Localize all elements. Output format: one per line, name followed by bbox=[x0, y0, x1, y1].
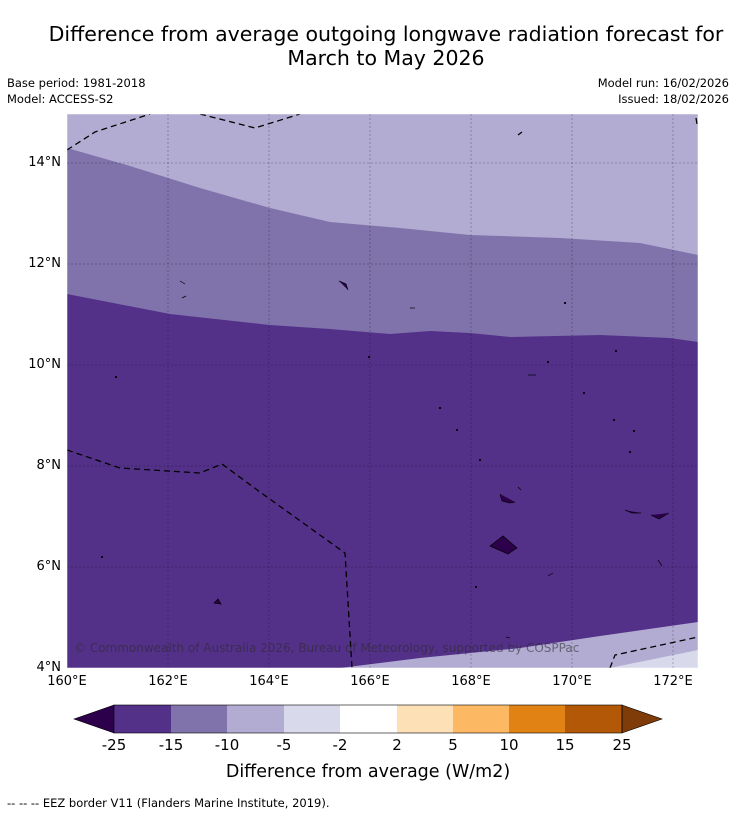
meta-right: Model run: 16/02/2026 Issued: 18/02/2026 bbox=[598, 75, 729, 107]
colorbar-swatch-7 bbox=[453, 705, 509, 733]
colorbar-swatch-8 bbox=[509, 705, 565, 733]
colorbar-tick-10: 25 bbox=[612, 736, 632, 754]
colorbar-tick-7: 5 bbox=[448, 736, 458, 754]
colorbar-tick-8: 10 bbox=[499, 736, 519, 754]
issued-date: Issued: 18/02/2026 bbox=[618, 92, 729, 106]
colorbar-swatch-5 bbox=[340, 705, 397, 733]
lon-label-160e: 160°E bbox=[47, 674, 87, 689]
colorbar-tick-1: -25 bbox=[101, 736, 127, 754]
colorbar-tick-3: -10 bbox=[214, 736, 240, 754]
lat-label-10n: 10°N bbox=[28, 357, 61, 372]
colorbar-over-extension bbox=[621, 704, 663, 734]
title-line-1: Difference from average outgoing longwav… bbox=[48, 22, 724, 46]
title-line-2: March to May 2026 bbox=[287, 46, 485, 70]
islands bbox=[100, 280, 670, 639]
gridlines bbox=[67, 114, 698, 668]
model-run: Model run: 16/02/2026 bbox=[597, 76, 729, 90]
eez-footnote: -- -- -- EEZ border V11 (Flanders Marine… bbox=[7, 796, 330, 810]
eez-borders bbox=[67, 114, 698, 668]
lon-label-170e: 170°E bbox=[552, 674, 592, 689]
lat-label-8n: 8°N bbox=[36, 458, 62, 473]
lat-label-6n: 6°N bbox=[36, 559, 62, 574]
anomaly-band-minus2-to-5 bbox=[610, 650, 698, 668]
lat-label-14n: 14°N bbox=[28, 155, 61, 170]
colorbar-tick-2: -15 bbox=[158, 736, 184, 754]
lon-label-166e: 166°E bbox=[350, 674, 390, 689]
anomaly-band-minus5-to-10-south bbox=[340, 622, 698, 668]
lon-label-172e: 172°E bbox=[653, 674, 693, 689]
colorbar-title: Difference from average (W/m2) bbox=[225, 762, 511, 782]
colorbar-tick-5: -2 bbox=[332, 736, 348, 754]
colorbar-swatch-1 bbox=[114, 705, 171, 733]
lon-label-162e: 162°E bbox=[148, 674, 188, 689]
map-title: Difference from average outgoing longwav… bbox=[0, 22, 736, 70]
meta-left: Base period: 1981-2018 Model: ACCESS-S2 bbox=[7, 75, 146, 107]
model-name: Model: ACCESS-S2 bbox=[7, 92, 114, 106]
colorbar-tick-4: -5 bbox=[276, 736, 292, 754]
lat-label-12n: 12°N bbox=[28, 256, 61, 271]
base-period: Base period: 1981-2018 bbox=[7, 76, 146, 90]
colorbar-swatch-3 bbox=[227, 705, 284, 733]
colorbar-swatch-9 bbox=[565, 705, 622, 733]
lon-label-164e: 164°E bbox=[249, 674, 289, 689]
lat-label-4n: 4°N bbox=[36, 660, 62, 675]
copyright-credit: © Commonwealth of Australia 2026, Bureau… bbox=[74, 641, 580, 655]
colorbar-swatch-6 bbox=[397, 705, 453, 733]
colorbar-tick-9: 15 bbox=[555, 736, 575, 754]
colorbar-swatch-4 bbox=[284, 705, 340, 733]
colorbar-under-extension bbox=[73, 704, 115, 734]
lon-label-168e: 168°E bbox=[451, 674, 491, 689]
colorbar-tick-6: 2 bbox=[392, 736, 402, 754]
anomaly-band-minus5-to-10 bbox=[67, 114, 698, 255]
colorbar-swatch-2 bbox=[171, 705, 227, 733]
